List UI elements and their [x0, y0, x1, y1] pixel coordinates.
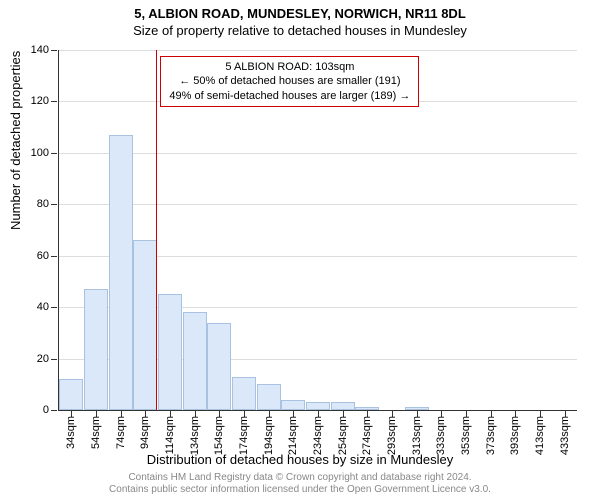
x-tick-label: 393sqm	[509, 416, 521, 455]
y-tick-label: 100	[31, 147, 49, 159]
bar	[207, 323, 231, 410]
bar	[257, 384, 281, 410]
x-tick-label: 373sqm	[485, 416, 497, 455]
bar	[59, 379, 83, 410]
chart-subtitle: Size of property relative to detached ho…	[0, 21, 600, 38]
y-tick-label: 140	[31, 44, 49, 56]
bar	[109, 135, 133, 410]
x-tick-label: 293sqm	[386, 416, 398, 455]
bar	[331, 402, 355, 410]
footnote-line2: Contains public sector information licen…	[109, 484, 491, 495]
x-tick-label: 174sqm	[238, 416, 250, 455]
y-tick-label: 20	[37, 353, 49, 365]
bar	[133, 240, 157, 410]
x-tick-label: 433sqm	[559, 416, 571, 455]
x-tick-label: 54sqm	[90, 416, 102, 449]
y-tick	[51, 153, 57, 154]
y-tick	[51, 359, 57, 360]
reference-line	[156, 50, 157, 410]
x-tick-label: 274sqm	[361, 416, 373, 455]
x-tick-label: 313sqm	[411, 416, 423, 455]
x-tick-label: 114sqm	[164, 416, 176, 454]
y-tick-label: 60	[37, 250, 49, 262]
x-tick-label: 134sqm	[189, 416, 201, 455]
x-tick-label: 254sqm	[337, 416, 349, 455]
x-tick-label: 413sqm	[534, 416, 546, 455]
bar	[306, 402, 330, 410]
x-tick-label: 194sqm	[263, 416, 275, 455]
annotation-line: ← 50% of detached houses are smaller (19…	[169, 74, 410, 88]
y-tick	[51, 101, 57, 102]
x-tick-label: 74sqm	[115, 416, 127, 449]
x-axis-label: Distribution of detached houses by size …	[0, 452, 600, 467]
chart-plot-area: 02040608010012014034sqm54sqm74sqm94sqm11…	[58, 50, 577, 411]
y-tick	[51, 204, 57, 205]
y-tick	[51, 256, 57, 257]
bar	[84, 289, 108, 410]
x-tick-label: 214sqm	[287, 416, 299, 455]
chart-title: 5, ALBION ROAD, MUNDESLEY, NORWICH, NR11…	[0, 0, 600, 21]
y-axis-label: Number of detached properties	[8, 51, 23, 230]
y-tick-label: 120	[31, 95, 49, 107]
x-tick-label: 94sqm	[139, 416, 151, 449]
y-tick-label: 0	[43, 404, 49, 416]
bar	[281, 400, 305, 410]
grid-line	[59, 204, 577, 205]
x-tick-label: 353sqm	[460, 416, 472, 455]
footnote-line1: Contains HM Land Registry data © Crown c…	[128, 472, 471, 483]
y-tick	[51, 410, 57, 411]
bar	[405, 407, 429, 410]
bar	[232, 377, 256, 410]
y-tick	[51, 50, 57, 51]
x-tick-label: 333sqm	[435, 416, 447, 455]
bar	[183, 312, 207, 410]
bar	[355, 407, 379, 410]
grid-line	[59, 153, 577, 154]
x-tick-label: 234sqm	[312, 416, 324, 455]
annotation-box: 5 ALBION ROAD: 103sqm← 50% of detached h…	[160, 56, 419, 107]
y-tick-label: 40	[37, 301, 49, 313]
y-tick-label: 80	[37, 198, 49, 210]
bar	[158, 294, 182, 410]
chart-footnote: Contains HM Land Registry data © Crown c…	[0, 472, 600, 496]
annotation-line: 5 ALBION ROAD: 103sqm	[169, 60, 410, 74]
y-tick	[51, 307, 57, 308]
x-tick-label: 34sqm	[65, 416, 77, 449]
annotation-line: 49% of semi-detached houses are larger (…	[169, 89, 410, 103]
x-tick-label: 154sqm	[213, 416, 225, 455]
grid-line	[59, 50, 577, 51]
